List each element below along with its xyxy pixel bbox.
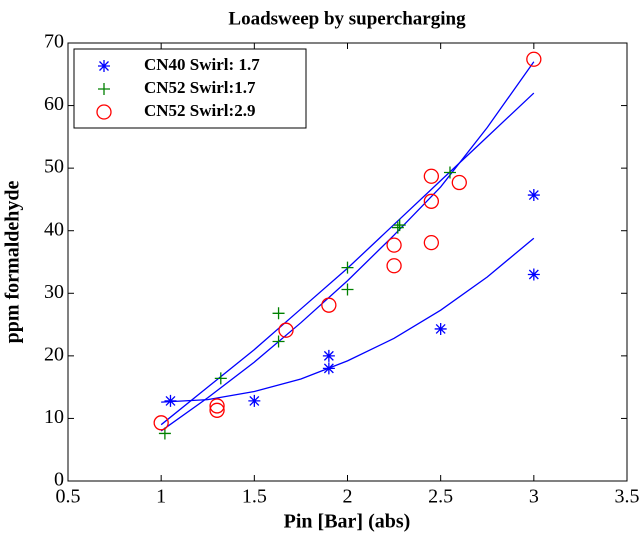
data-point (322, 349, 335, 362)
data-point (423, 168, 440, 184)
data-point (272, 335, 285, 348)
fit-line (160, 92, 535, 426)
x-tick-label: 3.5 (615, 486, 640, 508)
data-point (209, 402, 225, 418)
data-point (164, 394, 177, 407)
legend-marker (96, 104, 112, 120)
y-tick-label: 70 (44, 31, 64, 53)
x-tick-label: 1 (156, 486, 166, 508)
data-point (527, 189, 540, 202)
x-tick-label: 2.5 (428, 486, 453, 508)
data-point (321, 297, 337, 313)
legend-label: CN52 Swirl:2.9 (144, 101, 255, 120)
x-axis-label: Pin [Bar] (abs) (284, 511, 411, 533)
data-point (526, 51, 542, 67)
data-point (272, 307, 285, 320)
x-tick-label: 1.5 (242, 486, 267, 508)
data-point (451, 174, 467, 191)
legend-marker (98, 83, 110, 95)
y-tick-label: 0 (54, 469, 64, 491)
data-point (434, 322, 447, 335)
data-point (386, 237, 402, 253)
y-tick-label: 20 (44, 343, 64, 365)
y-tick-label: 60 (44, 93, 64, 115)
fit-line (160, 61, 535, 432)
legend-box (73, 48, 307, 129)
legend-label: CN52 Swirl:1.7 (144, 78, 256, 97)
data-point (248, 394, 261, 407)
y-tick-label: 40 (44, 218, 64, 240)
fit-line (161, 237, 535, 403)
data-point (423, 193, 440, 209)
data-point (527, 268, 540, 281)
data-point (391, 221, 404, 234)
x-tick-label: 3 (529, 486, 539, 508)
legend-label: CN40 Swirl: 1.7 (144, 55, 260, 74)
data-point (393, 219, 406, 232)
data-point (341, 283, 354, 296)
legend-marker (98, 60, 110, 72)
data-point (443, 166, 456, 179)
x-tick-label: 0.5 (56, 486, 81, 508)
y-tick-label: 30 (44, 281, 64, 303)
data-point (423, 234, 440, 251)
data-point (209, 398, 225, 414)
data-point (153, 415, 169, 431)
y-tick-label: 50 (44, 156, 64, 178)
x-tick-label: 2 (343, 486, 353, 508)
data-point (386, 258, 402, 274)
data-point (322, 362, 335, 375)
data-point (341, 261, 354, 274)
y-tick-label: 10 (44, 406, 64, 428)
y-axis-label: ppm formaldehyde (2, 180, 24, 343)
data-point (214, 372, 227, 385)
data-point (278, 322, 294, 338)
chart-title: Loadsweep by supercharging (228, 8, 466, 29)
